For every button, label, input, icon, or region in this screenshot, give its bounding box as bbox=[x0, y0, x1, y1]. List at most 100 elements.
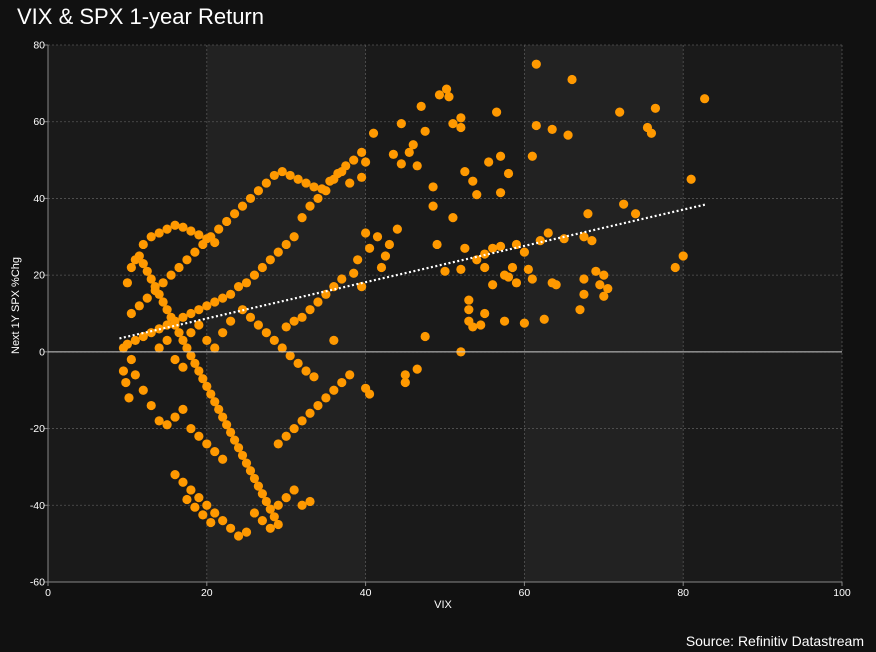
data-point bbox=[178, 312, 188, 322]
data-point bbox=[146, 274, 156, 284]
source-note: Source: Refinitiv Datastream bbox=[685, 633, 864, 649]
data-point bbox=[162, 420, 172, 430]
data-point bbox=[229, 435, 240, 445]
data-point bbox=[468, 322, 478, 332]
data-point bbox=[194, 230, 204, 240]
x-tick-label: 80 bbox=[677, 587, 689, 599]
data-point bbox=[575, 305, 585, 315]
data-point bbox=[214, 404, 224, 414]
data-point bbox=[388, 149, 398, 159]
data-point bbox=[269, 512, 279, 522]
data-point bbox=[297, 416, 307, 426]
data-point bbox=[233, 531, 244, 541]
chart-title: VIX & SPX 1-year Return bbox=[17, 4, 264, 29]
data-point bbox=[186, 328, 196, 338]
data-points bbox=[118, 59, 710, 541]
data-point bbox=[488, 280, 498, 290]
data-point bbox=[273, 500, 283, 510]
data-point bbox=[162, 305, 172, 315]
data-point bbox=[591, 266, 601, 276]
data-point bbox=[121, 377, 131, 388]
data-point bbox=[301, 366, 311, 376]
data-point bbox=[630, 209, 641, 219]
axis-ticks: 0 20 40 60 80 100 -60 -40 -20 0 20 40 60 80 bbox=[30, 40, 851, 600]
y-axis-label: Next 1Y SPX %Chg bbox=[10, 257, 22, 354]
data-point bbox=[206, 389, 216, 399]
data-point bbox=[249, 270, 260, 280]
data-point bbox=[202, 500, 212, 510]
data-point bbox=[210, 343, 220, 353]
data-point bbox=[345, 370, 355, 380]
data-point bbox=[408, 140, 418, 150]
data-point bbox=[277, 166, 287, 177]
data-point bbox=[309, 182, 319, 192]
data-point bbox=[190, 358, 200, 368]
data-point bbox=[305, 408, 315, 418]
data-point bbox=[329, 335, 339, 345]
data-point bbox=[357, 147, 367, 157]
data-point bbox=[226, 316, 236, 326]
data-point bbox=[194, 431, 204, 441]
data-point bbox=[448, 213, 458, 223]
data-point bbox=[194, 366, 204, 376]
data-point bbox=[134, 251, 144, 261]
data-point bbox=[194, 305, 204, 315]
data-point bbox=[527, 274, 537, 284]
data-point bbox=[305, 305, 315, 315]
data-point bbox=[559, 234, 569, 244]
data-point bbox=[210, 446, 220, 457]
data-point bbox=[210, 297, 220, 307]
data-point bbox=[670, 262, 680, 273]
data-point bbox=[146, 328, 156, 338]
data-point bbox=[134, 301, 144, 311]
y-tick-label: -40 bbox=[30, 500, 45, 512]
data-point bbox=[468, 176, 478, 186]
data-point bbox=[527, 151, 537, 161]
data-point bbox=[420, 331, 430, 342]
data-point bbox=[492, 107, 502, 117]
data-point bbox=[289, 232, 299, 242]
x-axis-label: VIX bbox=[434, 599, 452, 611]
data-point bbox=[273, 247, 283, 257]
data-point bbox=[297, 500, 307, 510]
data-point bbox=[361, 157, 371, 167]
data-point bbox=[484, 157, 494, 167]
data-point bbox=[249, 508, 260, 518]
data-point bbox=[619, 199, 629, 209]
data-point bbox=[285, 170, 295, 181]
data-point bbox=[305, 496, 315, 507]
data-point bbox=[166, 312, 176, 322]
data-point bbox=[440, 266, 450, 276]
data-point bbox=[245, 193, 256, 204]
data-point bbox=[364, 389, 375, 399]
data-point bbox=[273, 439, 283, 449]
data-point bbox=[305, 201, 315, 211]
data-point bbox=[384, 239, 395, 250]
data-point bbox=[210, 397, 220, 407]
y-tick-label: 60 bbox=[33, 116, 45, 128]
data-point bbox=[257, 489, 267, 499]
data-point bbox=[214, 224, 224, 234]
data-point bbox=[404, 147, 414, 157]
y-tick-label: 20 bbox=[33, 270, 45, 282]
data-point bbox=[218, 454, 228, 464]
data-point bbox=[241, 527, 252, 537]
data-point bbox=[126, 262, 136, 273]
data-point bbox=[412, 364, 422, 374]
data-point bbox=[210, 508, 220, 518]
data-point bbox=[531, 120, 541, 131]
data-point bbox=[198, 510, 208, 520]
data-point bbox=[237, 201, 248, 211]
data-point bbox=[519, 247, 530, 257]
data-point bbox=[349, 268, 359, 278]
data-point bbox=[226, 289, 236, 299]
data-point bbox=[448, 119, 458, 129]
data-point bbox=[261, 328, 271, 338]
data-point bbox=[126, 308, 136, 319]
data-point bbox=[218, 516, 228, 526]
y-tick-label: -60 bbox=[30, 577, 45, 589]
data-point bbox=[321, 289, 331, 299]
data-point bbox=[170, 354, 180, 365]
data-point bbox=[257, 262, 267, 273]
